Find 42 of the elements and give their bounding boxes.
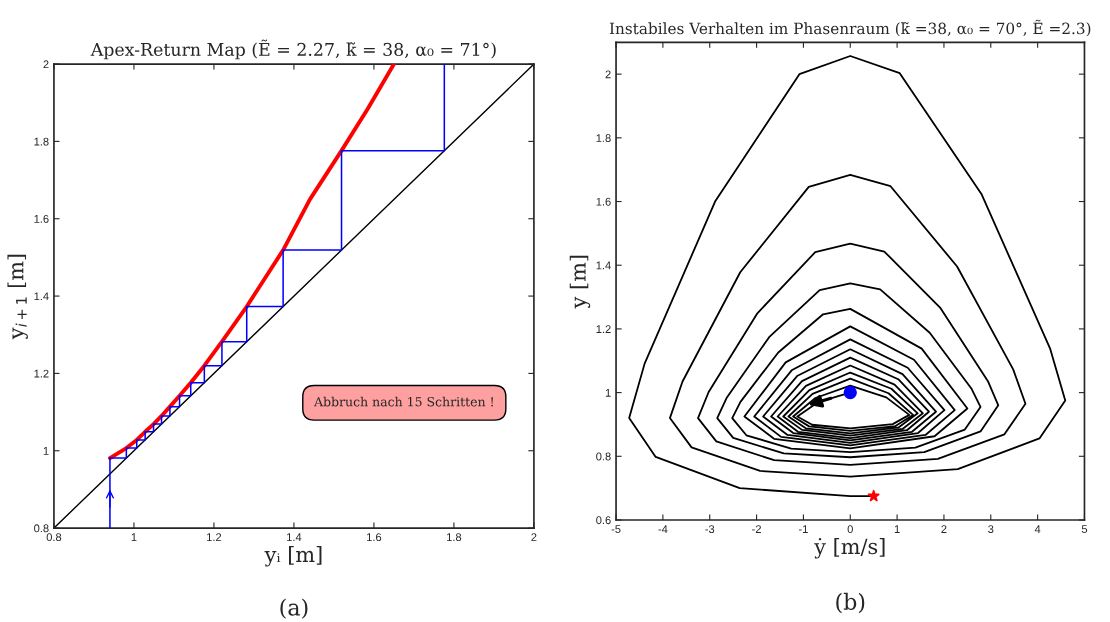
y-tick-label: 2: [43, 60, 49, 69]
y-tick-label: 1.6: [34, 215, 49, 223]
x-tick-label: -3: [705, 525, 715, 534]
x-tick-label: 3: [988, 525, 994, 534]
y-tick-label: 1.2: [596, 325, 611, 333]
text: (b): [836, 592, 865, 614]
x-tick-label: 1.8: [447, 533, 462, 542]
x-tick-label: 1.2: [207, 533, 222, 541]
x-tick-label: 2: [531, 533, 537, 541]
y-tick-label: 0.6: [596, 516, 611, 525]
x-axis-title: yᵢ [m]: [264, 546, 322, 567]
x-tick-label: -1: [798, 525, 808, 533]
x-tick-label: 1.4: [287, 533, 302, 541]
y-tick-label: 1: [43, 447, 49, 455]
y-tick-label: 1.4: [34, 292, 49, 301]
x-tick-label: 1: [131, 533, 137, 541]
x-tick-label: 5: [1081, 525, 1088, 534]
y-axis-title: y$_{i+1}$ [m]: [7, 254, 28, 340]
x-tick-label: -4: [658, 525, 668, 533]
annotation: Abbruch nach 15 Schritten !: [313, 396, 493, 407]
point: [843, 385, 857, 400]
y-tick-label: 2: [605, 70, 611, 79]
y-tick-label: 1: [605, 388, 611, 397]
x-tick-label: 0: [847, 525, 853, 534]
y-tick-label: 1.6: [596, 197, 611, 206]
y-tick-label: 1.8: [34, 137, 49, 146]
x-tick-label: 1: [894, 525, 900, 533]
chart-title: Apex-Return Map (Ẽ = 2.27, k̃ = 38, α₀ = 71°): [90, 39, 496, 60]
y-tick-label: 1.8: [596, 134, 611, 142]
y-tick-label: 1.2: [34, 369, 49, 378]
x-tick-label: -5: [611, 525, 621, 534]
x-axis-title: ẏ [m/s]: [814, 537, 885, 559]
text: (a): [280, 598, 308, 619]
x-tick-label: 1.6: [367, 533, 382, 542]
y-axis-title: y [m]: [569, 255, 591, 309]
y-tick-label: 1.4: [596, 261, 611, 270]
x-tick-label: -2: [752, 525, 761, 533]
y-tick-label: 0.8: [596, 452, 611, 461]
point: [867, 489, 880, 502]
x-tick-label: 2: [941, 525, 947, 533]
chart-title: Instabiles Verhalten im Phasenraum (k̃ =38, α₀ = 70°, Ẽ =2.3): [609, 19, 1091, 37]
x-tick-label: 4: [1034, 525, 1041, 533]
